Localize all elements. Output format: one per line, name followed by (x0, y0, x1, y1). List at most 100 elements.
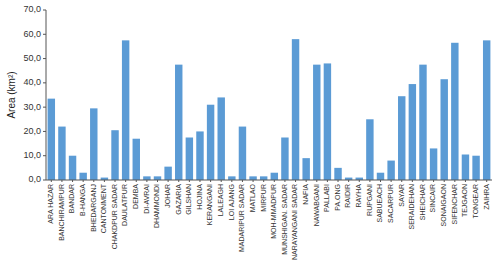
x-tick (476, 180, 477, 182)
x-tick (316, 180, 317, 182)
x-tick (61, 180, 62, 182)
x-tick-label: GAZARIA (175, 184, 182, 215)
x-tick (380, 180, 381, 182)
bar (175, 65, 182, 180)
x-tick (465, 180, 466, 182)
x-tick (83, 180, 84, 182)
bar (430, 148, 437, 180)
y-tick-label: 50,0 (23, 53, 41, 63)
y-tick (43, 155, 46, 156)
x-tick-label: BANDAR (68, 184, 75, 213)
x-tick (486, 180, 487, 182)
x-tick-label: NAFIA (302, 184, 309, 205)
y-tick-label: 10,0 (23, 150, 41, 160)
x-tick-label: SIFENCHAR (451, 184, 458, 224)
x-tick (327, 180, 328, 182)
y-tick-label: 60,0 (23, 29, 41, 39)
x-tick (199, 180, 200, 182)
x-tick (253, 180, 254, 182)
bar (302, 158, 309, 180)
bar (164, 167, 171, 180)
bar (462, 155, 469, 181)
x-tick (422, 180, 423, 182)
bar (324, 63, 331, 180)
x-tick-label: NAWABGANI (313, 184, 320, 226)
x-tick-label: SABUEACH (376, 184, 383, 223)
bar (334, 168, 341, 180)
x-tick-label: PA.ONG (334, 184, 341, 211)
bar (419, 65, 426, 180)
x-tick (348, 180, 349, 182)
bar (143, 176, 150, 180)
bar (217, 97, 224, 180)
x-tick (391, 180, 392, 182)
x-tick-label: MADARIPUR SADAR (238, 184, 245, 252)
x-tick (306, 180, 307, 182)
y-tick (43, 180, 46, 181)
x-tick (125, 180, 126, 182)
bar (366, 119, 373, 180)
x-tick-label: CANTONMENT (100, 183, 107, 233)
bar (48, 99, 55, 180)
x-tick-label: KERANGANI (206, 184, 213, 225)
x-axis-line (46, 180, 492, 181)
bar (409, 84, 416, 180)
bars (48, 39, 491, 180)
y-tick-label: 70,0 (23, 4, 41, 14)
bar (239, 127, 246, 180)
bar (260, 176, 267, 180)
bar (387, 161, 394, 180)
y-tick (43, 34, 46, 35)
y-tick (43, 82, 46, 83)
bar (122, 40, 129, 180)
x-tick (274, 180, 275, 182)
x-tick (168, 180, 169, 182)
x-tick (72, 180, 73, 182)
x-tick (93, 180, 94, 182)
x-tick (444, 180, 445, 182)
x-tick (157, 180, 158, 182)
y-axis-label: Area (km²) (6, 71, 17, 118)
x-tick-label: DI-AVRAI (143, 184, 150, 214)
x-tick-label: RAIDIR (344, 184, 351, 208)
x-tick-label: SERAIDEHAN (408, 184, 415, 230)
x-tick-label: MATLAO (249, 183, 256, 212)
x-tick-label: RAYHA (355, 184, 362, 208)
x-tick (359, 180, 360, 182)
bar (377, 173, 384, 180)
x-tick-label: JOHAR (164, 184, 171, 208)
x-tick (242, 180, 243, 182)
y-tick-label: 30,0 (23, 102, 41, 112)
bar (440, 79, 447, 180)
x-tick-label: BHEDARGANJ (90, 184, 97, 232)
x-tick (369, 180, 370, 182)
x-tick (51, 180, 52, 182)
x-tick-label: SACARPUR (387, 184, 394, 223)
x-tick-label: MIRPUR (260, 184, 267, 212)
bar (207, 105, 214, 180)
x-tick-label: DEMBA (132, 184, 139, 209)
y-axis-line (46, 10, 47, 180)
x-tick-label: SAYAR (398, 184, 405, 207)
x-tick-label: SONAIGAON (440, 184, 447, 226)
bar (154, 176, 161, 180)
bar (58, 127, 65, 180)
x-tick (231, 180, 232, 182)
x-tick-label: MOH-MMADPUR (270, 184, 277, 239)
x-tick-label: ARA HAZAR (47, 184, 54, 224)
x-tick-label: TEJGAON (461, 184, 468, 217)
x-tick (104, 180, 105, 182)
x-tick-label: GILSHAN (185, 184, 192, 215)
y-tick-label: 0,0 (28, 174, 41, 184)
x-tick-label: SINCAIR (429, 184, 436, 212)
x-tick (454, 180, 455, 182)
bar (186, 138, 193, 181)
bar (472, 156, 479, 180)
x-tick-label: CHAKDPUR SADAR (111, 184, 118, 249)
bar (271, 173, 278, 180)
x-tick-label: RUPGANI (366, 184, 373, 216)
bar (196, 131, 203, 180)
x-tick (136, 180, 137, 182)
x-tick-label: LALEAGH (217, 184, 224, 216)
x-tick (115, 180, 116, 182)
